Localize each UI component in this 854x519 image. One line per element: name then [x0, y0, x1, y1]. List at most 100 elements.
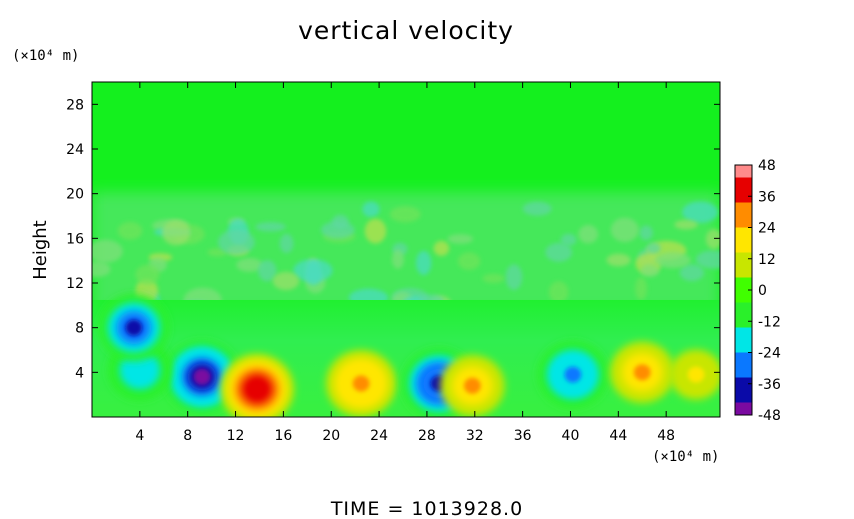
- turbulence-patch: [331, 214, 349, 229]
- turbulence-patch: [695, 250, 720, 269]
- turbulence-patch: [447, 234, 474, 244]
- velocity-cell-contour: [564, 366, 582, 383]
- turbulence-patch: [482, 273, 505, 284]
- turbulence-patch: [161, 219, 191, 246]
- x-tick-label: 32: [466, 428, 484, 444]
- y-tick-label: 8: [75, 321, 84, 337]
- colorbar-segment: [735, 252, 752, 260]
- turbulence-patch: [640, 264, 660, 277]
- y-axis-title: Height: [30, 220, 51, 280]
- turbulence-patch: [389, 206, 421, 223]
- colorbar-segment: [735, 340, 752, 347]
- y-tick-label: 16: [66, 231, 84, 247]
- colorbar-segment: [735, 346, 752, 353]
- x-tick-label: 44: [609, 428, 627, 444]
- turbulence-patch: [545, 242, 573, 262]
- colorbar-label: 12: [758, 252, 776, 268]
- velocity-cell: [440, 355, 505, 417]
- turbulence-patch: [705, 229, 720, 250]
- y-tick-label: 24: [66, 142, 84, 158]
- colorbar-segment: [735, 258, 752, 266]
- colorbar-segment: [735, 283, 752, 291]
- colorbar-label: 24: [758, 221, 776, 237]
- x-tick-label: 28: [418, 428, 436, 444]
- turbulence-patch: [391, 249, 404, 269]
- colorbar-label: -12: [758, 314, 781, 330]
- x-tick-label: 20: [322, 428, 340, 444]
- velocity-cell: [325, 350, 397, 417]
- turbulence-patch: [433, 240, 450, 256]
- turbulence-patch: [654, 252, 691, 269]
- turbulence-patch: [257, 260, 277, 282]
- velocity-cell-contour: [125, 319, 143, 336]
- plot-frame: [91, 81, 721, 418]
- velocity-cell-contour: [193, 368, 211, 385]
- turbulence-patch: [548, 281, 569, 303]
- x-tick-label: 36: [514, 428, 532, 444]
- colorbar-segment: [735, 221, 752, 228]
- turbulence-patch: [606, 253, 631, 267]
- colorbar-segment: [735, 183, 752, 191]
- velocity-cell: [537, 341, 609, 409]
- time-label: TIME = 1013928.0: [330, 498, 523, 519]
- velocity-cell-contour: [131, 362, 149, 379]
- colorbar-segment: [735, 233, 752, 241]
- colorbar-segment: [735, 190, 752, 197]
- y-tick-label: 4: [75, 365, 84, 381]
- x-tick-label: 16: [274, 428, 292, 444]
- colorbar-segment: [735, 165, 752, 172]
- x-axis-ticks: 4 8 12 16 20 24 28 32 36 40 44 48: [135, 82, 675, 444]
- colorbar-segment: [735, 352, 752, 360]
- x-tick-label: 48: [657, 428, 675, 444]
- turbulence-patch: [255, 222, 286, 232]
- colorbar-label: 0: [758, 283, 767, 299]
- colorbar-segment: [735, 358, 752, 366]
- velocity-cell-contour: [248, 381, 266, 398]
- y-tick-label: 28: [66, 97, 84, 113]
- colorbar-segment: [735, 271, 752, 278]
- colorbar-segment: [735, 171, 752, 178]
- colorbar-segment: [735, 333, 752, 341]
- turbulence-patch: [236, 257, 263, 272]
- colorbar: 48 36 24 12 0 -12 -24 -36 -48: [734, 158, 781, 424]
- colorbar-segment: [735, 208, 752, 216]
- colorbar-segment: [735, 215, 752, 222]
- colorbar-segment: [735, 402, 752, 410]
- colorbar-segment: [735, 327, 752, 335]
- turbulence-patch: [415, 250, 432, 276]
- colorbar-segment: [735, 202, 752, 210]
- turbulence-patch: [610, 217, 639, 243]
- colorbar-segment: [735, 240, 752, 247]
- velocity-cell: [98, 294, 170, 362]
- turbulence-patch: [293, 259, 333, 282]
- colorbar-segment: [735, 371, 752, 378]
- turbulence-patch: [560, 233, 577, 246]
- turbulence-patch: [682, 201, 719, 223]
- velocity-cell: [610, 341, 675, 404]
- colorbar-segment: [735, 246, 752, 253]
- velocity-cell-contour: [687, 366, 705, 383]
- turbulence-patch: [578, 224, 599, 244]
- velocity-cell: [220, 353, 295, 417]
- turbulence-patch: [505, 264, 523, 290]
- colorbar-segment: [735, 265, 752, 272]
- chart-title: vertical velocity: [298, 16, 514, 45]
- x-tick-label: 24: [370, 428, 388, 444]
- turbulence-patch: [639, 225, 653, 241]
- y-unit-label: (×10⁴ m): [12, 48, 79, 64]
- colorbar-segment: [735, 290, 752, 297]
- x-tick-label: 40: [562, 428, 580, 444]
- x-tick-label: 4: [135, 428, 144, 444]
- colorbar-label: 36: [758, 189, 776, 205]
- turbulence-patch: [364, 218, 387, 244]
- turbulence-patch: [92, 261, 111, 278]
- colorbar-label: -36: [758, 377, 781, 393]
- x-tick-label: 12: [227, 428, 245, 444]
- colorbar-segment: [735, 315, 752, 322]
- turbulence-patch: [362, 201, 380, 218]
- colorbar-segment: [735, 377, 752, 385]
- colorbar-segment: [735, 177, 752, 185]
- turbulence-patch: [217, 229, 255, 255]
- turbulence-patch: [135, 264, 160, 285]
